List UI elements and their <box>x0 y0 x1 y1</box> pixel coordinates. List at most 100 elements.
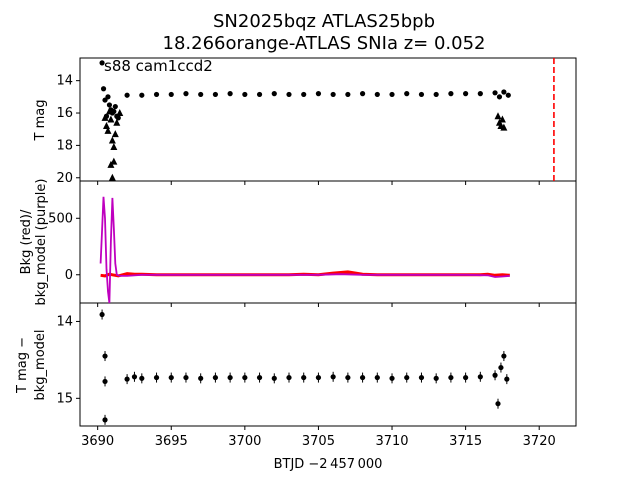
xtick-label: 3705 <box>302 434 335 449</box>
detection-point <box>271 91 277 97</box>
residual-point <box>139 375 145 381</box>
residual-point <box>131 374 138 380</box>
xtick-label: 3720 <box>523 434 556 449</box>
detection-point <box>374 91 380 98</box>
detection-point <box>212 91 219 98</box>
detection-point <box>198 91 204 98</box>
upper-limit-marker <box>107 115 115 123</box>
detection-point <box>99 60 105 66</box>
detection-point <box>345 91 351 98</box>
residual-point <box>286 374 292 381</box>
residual-point <box>124 376 130 382</box>
upper-limit-marker <box>113 118 121 126</box>
middle-ytick-label: 0 <box>65 268 73 283</box>
upper-limit-marker <box>101 113 109 121</box>
residual-point <box>301 374 307 381</box>
residual-point <box>168 374 174 381</box>
residual-point <box>345 374 351 381</box>
detection-point <box>433 91 439 98</box>
detection-point <box>418 91 425 98</box>
residual-point <box>102 378 108 385</box>
top-ytick-label: 16 <box>56 106 73 121</box>
detection-point <box>106 102 113 108</box>
top-ylabel: T mag <box>33 100 48 142</box>
detection-point <box>242 91 248 98</box>
xtick-label: 3690 <box>81 434 114 449</box>
upper-limit-marker <box>110 157 118 165</box>
upper-limit-marker <box>108 136 116 144</box>
residual-point <box>504 376 510 382</box>
bottom-ylabel-line2: bkg_model <box>33 329 48 400</box>
residual-point <box>463 374 469 381</box>
bottom-ylabel-line1: T mag − <box>15 337 30 394</box>
xtick-label: 3695 <box>155 434 188 449</box>
upper-limit-marker <box>498 115 506 123</box>
detection-point <box>256 91 263 98</box>
residual-point <box>433 375 439 381</box>
detection-point <box>463 91 469 97</box>
detection-point <box>492 90 498 96</box>
detection-point <box>404 91 410 97</box>
residual-point <box>198 375 204 381</box>
detection-point <box>330 91 336 98</box>
middle-ylabel-line2: bkg_model (purple) <box>34 179 49 306</box>
upper-limit-marker <box>500 123 508 131</box>
detection-point <box>477 91 483 97</box>
upper-limit-marker <box>104 126 112 134</box>
residual-point <box>418 374 425 381</box>
residual-point <box>99 311 105 318</box>
detection-point <box>153 91 160 98</box>
axes-ticks: 14 16 18 20 0 500 14 15 3690 3695 3700 3705 3710 3715… <box>48 74 556 449</box>
detection-point <box>183 91 189 97</box>
residual-point <box>212 374 219 381</box>
residual-point <box>359 374 366 381</box>
upper-limit-marker <box>105 107 113 115</box>
bottom-ytick-label: 15 <box>56 391 73 406</box>
residual-point <box>227 374 233 381</box>
upper-limit-marker <box>108 173 116 181</box>
detection-point <box>315 91 322 97</box>
residual-point <box>271 375 277 381</box>
xtick-label: 3710 <box>375 434 408 449</box>
residual-point <box>315 374 322 381</box>
chart-title-line1: SN2025bqz ATLAS25bpb <box>213 11 435 32</box>
xtick-label: 3700 <box>228 434 261 449</box>
residual-point <box>448 374 454 381</box>
top-ytick-label: 20 <box>56 171 73 186</box>
upper-limit-marker <box>110 143 118 151</box>
detection-point <box>227 91 233 97</box>
top-ytick-label: 18 <box>56 138 73 153</box>
detection-point <box>139 92 145 98</box>
residual-point <box>153 374 160 381</box>
xtick-label: 3715 <box>449 434 482 449</box>
middle-ytick-label: 500 <box>48 211 73 226</box>
residual-point <box>330 374 336 380</box>
bottom-panel-frame <box>79 302 577 427</box>
upper-limit-marker <box>102 121 110 129</box>
residual-point <box>498 364 504 371</box>
detection-point <box>105 94 111 100</box>
detection-point <box>505 92 511 98</box>
residual-point <box>374 374 380 381</box>
middle-panel-marks <box>99 196 510 304</box>
detection-point <box>496 94 503 100</box>
detection-point <box>124 92 130 98</box>
residual-point <box>404 374 410 381</box>
residual-point <box>501 353 507 359</box>
residual-point <box>492 372 498 378</box>
sector-camera-annotation: s88 cam1ccd2 <box>104 57 213 75</box>
detection-point <box>100 86 107 92</box>
middle-panel-frame <box>79 180 577 304</box>
bottom-panel-marks <box>99 309 510 425</box>
residual-point <box>495 401 501 407</box>
detection-point <box>168 91 174 98</box>
detection-point <box>286 91 292 98</box>
residual-point <box>242 374 248 381</box>
detection-point <box>112 103 118 110</box>
detection-point <box>448 91 454 97</box>
middle-ylabel-line1: Bkg (red)/ <box>19 209 34 274</box>
residual-point <box>102 353 108 359</box>
residual-point <box>389 375 395 381</box>
detection-point <box>111 108 117 115</box>
